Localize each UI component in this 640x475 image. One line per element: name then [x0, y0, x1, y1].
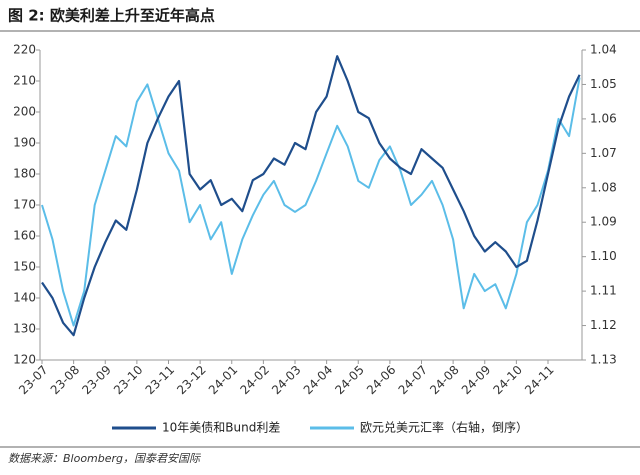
x-tick-label: 23-12	[174, 363, 209, 398]
x-tick-label: 23-07	[16, 363, 51, 398]
y2-tick-label: 1.10	[590, 249, 617, 263]
y-tick-label: 210	[13, 74, 36, 88]
y-tick-label: 200	[13, 105, 36, 119]
x-tick-label: 24-05	[332, 363, 367, 398]
x-tick-label: 24-08	[427, 363, 462, 398]
y2-tick-label: 1.05	[590, 77, 617, 91]
x-tick-label: 24-02	[237, 363, 272, 398]
y-tick-label: 120	[13, 353, 36, 367]
x-tick-label: 24-10	[490, 363, 525, 398]
source: 数据来源：Bloomberg，国泰君安国际	[8, 452, 201, 465]
y2-tick-label: 1.08	[590, 180, 617, 194]
legend-label: 10年美债和Bund利差	[162, 421, 280, 435]
y2-tick-label: 1.12	[590, 318, 617, 332]
x-tick-label: 23-09	[79, 363, 114, 398]
y-tick-label: 190	[13, 136, 36, 150]
y-tick-label: 150	[13, 260, 36, 274]
y-tick-label: 160	[13, 229, 36, 243]
x-tick-label: 24-06	[364, 363, 399, 398]
y-tick-label: 170	[13, 198, 36, 212]
x-tick-label: 24-07	[396, 363, 431, 398]
y2-tick-label: 1.09	[590, 215, 617, 229]
y2-tick-label: 1.07	[590, 146, 617, 160]
y2-tick-label: 1.04	[590, 43, 617, 57]
x-tick-label: 24-03	[269, 363, 304, 398]
x-tick-label: 23-10	[111, 363, 146, 398]
series-line	[41, 77, 581, 327]
y-tick-label: 180	[13, 167, 36, 181]
y-tick-label: 220	[13, 43, 36, 57]
legend-label: 欧元兑美元汇率（右轴，倒序）	[360, 420, 528, 435]
series-line	[41, 55, 581, 337]
x-tick-label: 24-11	[522, 363, 557, 398]
y-tick-label: 140	[13, 291, 36, 305]
y2-tick-label: 1.13	[590, 353, 617, 367]
x-tick-label: 24-04	[301, 363, 336, 398]
chart-title: 图 2: 欧美利差上升至近年高点	[8, 7, 215, 25]
x-tick-label: 23-08	[48, 363, 83, 398]
x-tick-label: 23-11	[143, 363, 178, 398]
y-tick-label: 130	[13, 322, 36, 336]
y2-tick-label: 1.11	[590, 284, 617, 298]
x-tick-label: 24-09	[459, 363, 494, 398]
y2-tick-label: 1.06	[590, 111, 617, 125]
x-tick-label: 24-01	[206, 363, 241, 398]
